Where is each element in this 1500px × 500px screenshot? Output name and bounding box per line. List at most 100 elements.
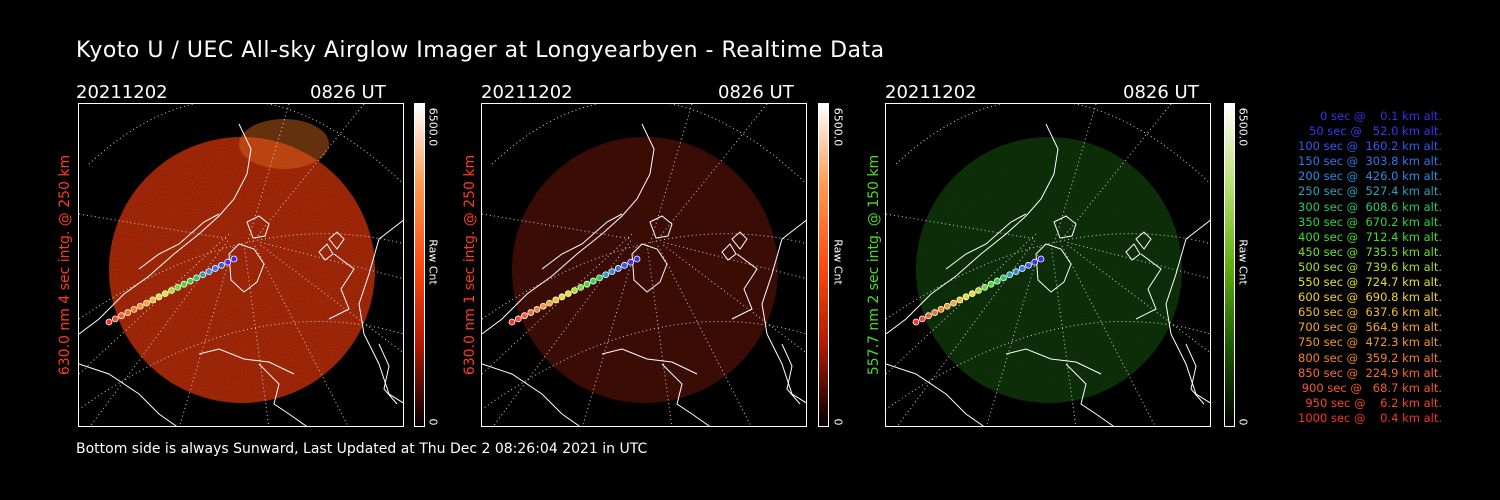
trajectory-point <box>987 280 995 288</box>
trajectory-point <box>968 290 976 298</box>
trajectory-point <box>962 293 970 301</box>
panel-1-date: 20211202 <box>76 82 168 103</box>
legend-entry: 50 sec @ 52.0 km alt. <box>1309 124 1442 139</box>
trajectory-point <box>1006 271 1014 279</box>
trajectory-point <box>130 305 138 313</box>
legend-entry: 100 sec @ 160.2 km alt. <box>1298 139 1442 154</box>
legend-entry: 850 sec @ 224.9 km alt. <box>1298 365 1442 380</box>
trajectory-point <box>614 265 622 272</box>
panel-2-colorbar <box>818 103 829 427</box>
legend-entry: 550 sec @ 724.7 km alt. <box>1298 275 1442 290</box>
trajectory-point <box>149 296 157 304</box>
trajectory-point <box>621 261 628 269</box>
trajectory-point <box>627 258 635 266</box>
panel-3-image <box>885 103 1211 427</box>
trajectory-point <box>168 287 175 294</box>
trajectory-point <box>539 302 547 310</box>
trajectory-point <box>546 299 553 307</box>
trajectory-point <box>912 318 920 326</box>
legend-entry: 350 sec @ 670.2 km alt. <box>1298 214 1442 229</box>
trajectory-point <box>1037 255 1045 263</box>
panel-3-time: 0826 UT <box>1123 82 1199 103</box>
trajectory-point <box>224 258 232 266</box>
legend-entry: 900 sec @ 68.7 km alt. <box>1301 380 1442 395</box>
trajectory-point <box>956 296 964 304</box>
allsky-map <box>482 104 806 426</box>
allsky-map <box>79 104 403 426</box>
trajectory-point <box>633 255 641 263</box>
trajectory-point <box>943 302 951 310</box>
trajectory-point <box>1000 274 1007 282</box>
trajectory-legend: 0 sec @ 0.1 km alt. 50 sec @ 52.0 km alt.… <box>1298 109 1442 426</box>
legend-entry: 500 sec @ 739.6 km alt. <box>1298 259 1442 274</box>
trajectory-point <box>564 290 572 298</box>
trajectory-point <box>180 280 188 288</box>
panel-1-colorbar <box>414 103 425 427</box>
trajectory-point <box>1031 258 1039 266</box>
trajectory-point <box>211 265 219 272</box>
trajectory-point <box>1025 261 1032 269</box>
trajectory-point <box>527 309 535 316</box>
panel-2-date: 20211202 <box>481 82 573 103</box>
legend-entry: 300 sec @ 608.6 km alt. <box>1298 199 1442 214</box>
trajectory-point <box>105 318 113 326</box>
trajectory-point <box>589 277 597 285</box>
panel-2-image <box>481 103 807 427</box>
legend-entry: 450 sec @ 735.5 km alt. <box>1298 244 1442 259</box>
trajectory-point <box>931 309 939 316</box>
trajectory-point <box>1018 265 1026 272</box>
trajectory-point <box>193 274 200 282</box>
panel-1-time: 0826 UT <box>310 82 386 103</box>
legend-entry: 650 sec @ 637.6 km alt. <box>1298 305 1442 320</box>
trajectory-point <box>218 261 225 269</box>
legend-entry: 700 sec @ 564.9 km alt. <box>1298 320 1442 335</box>
trajectory-point <box>508 318 516 326</box>
panel-3-colorbar <box>1224 103 1235 427</box>
trajectory-point <box>918 315 926 323</box>
trajectory-point <box>608 268 616 276</box>
trajectory-point <box>993 277 1001 285</box>
trajectory <box>912 255 1045 326</box>
trajectory-point <box>186 277 194 285</box>
trajectory-point <box>558 293 566 301</box>
trajectory-point <box>981 283 989 291</box>
trajectory-point <box>199 271 207 279</box>
trajectory-point <box>1012 268 1020 276</box>
graticule <box>886 104 1210 426</box>
trajectory <box>508 255 641 326</box>
legend-entry: 0 sec @ 0.1 km alt. <box>1319 109 1442 123</box>
legend-entry: 400 sec @ 712.4 km alt. <box>1298 229 1442 244</box>
trajectory-point <box>533 305 541 313</box>
trajectory-point <box>950 299 957 307</box>
coastlines <box>482 123 806 426</box>
legend-entry: 200 sec @ 426.0 km alt. <box>1298 169 1442 184</box>
legend-entry: 800 sec @ 359.2 km alt. <box>1298 350 1442 365</box>
allsky-map <box>886 104 1210 426</box>
panel-1-image <box>78 103 404 427</box>
trajectory-point <box>937 305 945 313</box>
trajectory-point <box>602 271 610 279</box>
trajectory-point <box>925 312 932 320</box>
trajectory-point <box>596 274 603 282</box>
trajectory-point <box>230 255 238 263</box>
trajectory-point <box>136 302 144 310</box>
legend-entry: 950 sec @ 6.2 km alt. <box>1305 395 1442 410</box>
trajectory-point <box>577 283 585 291</box>
graticule <box>482 104 806 426</box>
panel-2-time: 0826 UT <box>718 82 794 103</box>
graticule <box>79 104 403 426</box>
trajectory-point <box>205 268 213 276</box>
trajectory-point <box>583 280 591 288</box>
legend-entry: 750 sec @ 472.3 km alt. <box>1298 335 1442 350</box>
legend-entry: 250 sec @ 527.4 km alt. <box>1298 184 1442 199</box>
page-title: Kyoto U / UEC All-sky Airglow Imager at … <box>76 38 885 63</box>
trajectory-point <box>118 312 125 320</box>
trajectory-point <box>161 290 169 298</box>
trajectory-point <box>552 296 560 304</box>
trajectory-point <box>975 287 982 294</box>
trajectory <box>105 255 238 326</box>
legend-entry: 600 sec @ 690.8 km alt. <box>1298 290 1442 305</box>
coastlines <box>79 123 403 426</box>
trajectory-point <box>143 299 150 307</box>
legend-entry: 1000 sec @ 0.4 km alt. <box>1298 410 1442 425</box>
